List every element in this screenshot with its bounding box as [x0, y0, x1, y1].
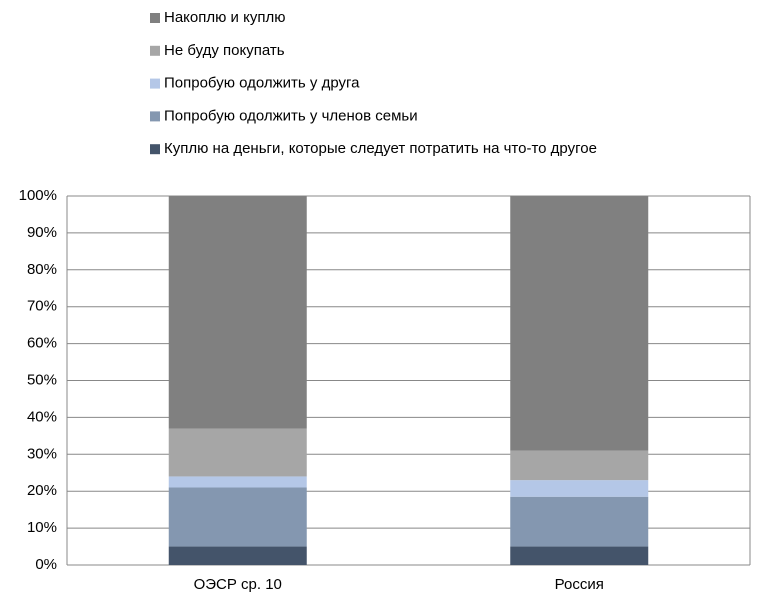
y-tick-label: 0% [35, 556, 57, 573]
bar-segment [510, 450, 649, 481]
legend-label: Попробую одолжить у друга [164, 75, 360, 92]
legend-swatch [150, 144, 160, 155]
bar-segment [510, 496, 649, 547]
y-tick-label: 70% [27, 298, 57, 315]
bar-segment [510, 546, 649, 565]
x-tick-label: Россия [555, 576, 604, 593]
y-tick-label: 10% [27, 519, 57, 536]
bar-segment [168, 196, 307, 429]
legend-label: Куплю на деньги, которые следует потрати… [164, 140, 597, 157]
bar-segment [510, 480, 649, 497]
legend-label: Не буду покупать [164, 42, 285, 59]
bar-segment [168, 428, 307, 477]
legend-label: Попробую одолжить у членов семьи [164, 107, 418, 124]
bar-segment [168, 487, 307, 547]
y-tick-label: 60% [27, 335, 57, 352]
bar-segment [510, 196, 649, 451]
y-tick-label: 100% [19, 187, 57, 204]
y-tick-label: 80% [27, 261, 57, 278]
bar-segment [168, 476, 307, 488]
legend-swatch [150, 45, 160, 56]
legend-swatch [150, 78, 160, 89]
bar-segment [168, 546, 307, 565]
y-tick-label: 50% [27, 371, 57, 388]
y-tick-label: 30% [27, 445, 57, 462]
legend-label: Накоплю и куплю [164, 9, 285, 26]
y-tick-label: 40% [27, 408, 57, 425]
y-tick-label: 20% [27, 482, 57, 499]
legend-swatch [150, 111, 160, 122]
x-tick-label: ОЭСР ср. 10 [194, 576, 282, 593]
y-tick-label: 90% [27, 224, 57, 241]
legend-swatch [150, 13, 160, 23]
